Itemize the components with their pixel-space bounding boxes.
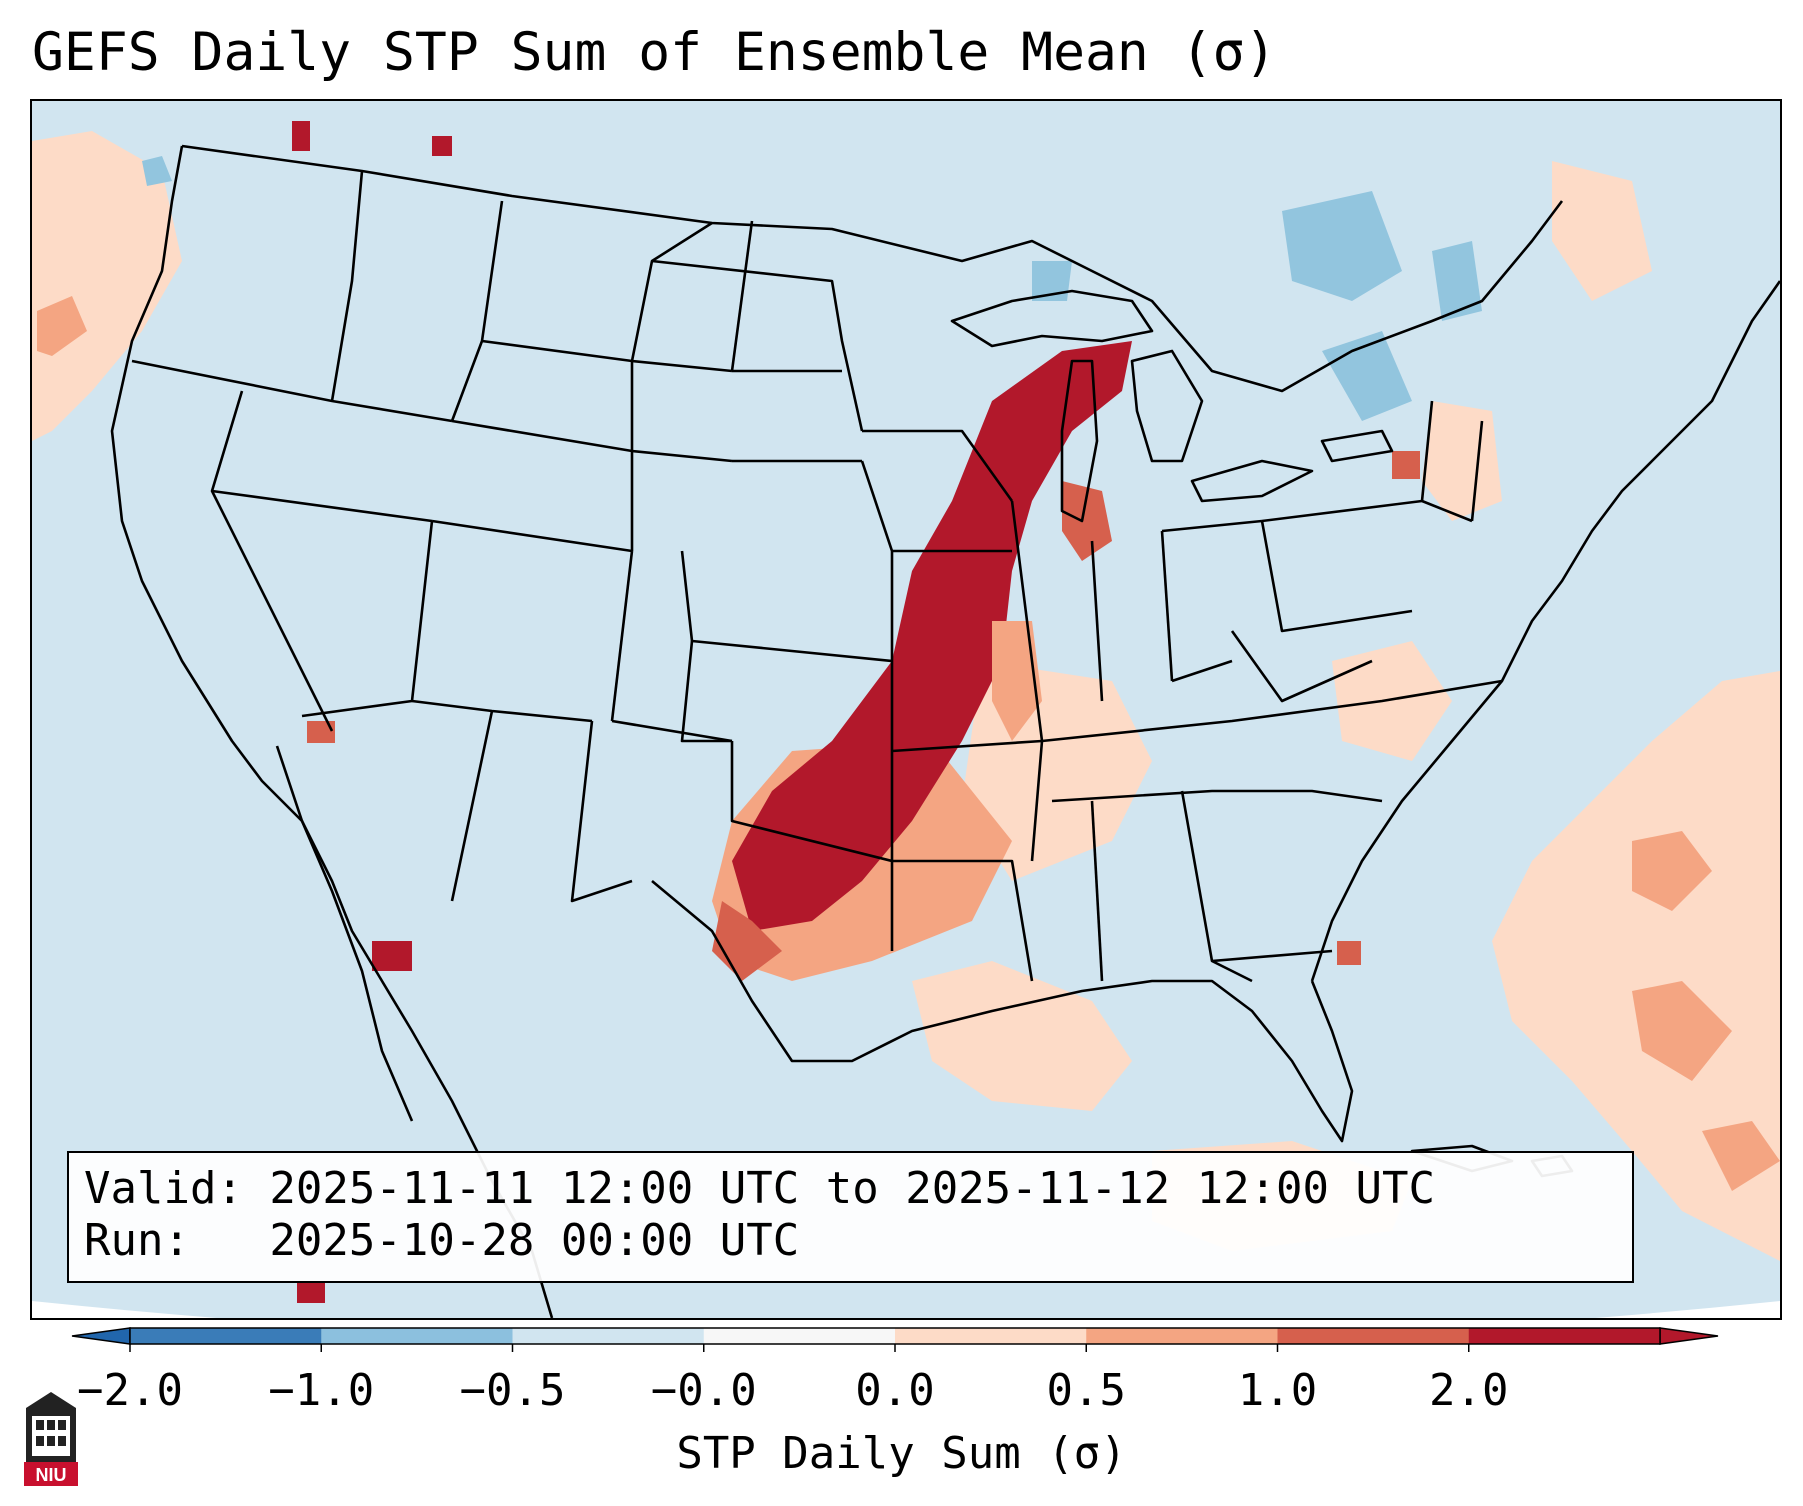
weak-negative-region (142, 156, 172, 186)
logo: NIU (20, 1390, 82, 1494)
state-line (1010, 500, 1044, 742)
colorbar-tick-label: −2.0 (77, 1365, 183, 1416)
run-time-line: Run: 2025-10-28 00:00 UTC (84, 1215, 800, 1266)
state-line (1090, 540, 1104, 702)
colorbar-tick-label: −0.5 (459, 1365, 566, 1416)
state-line (1161, 519, 1263, 533)
logo-text: NIU (36, 1465, 67, 1485)
weak-negative-region (1032, 261, 1072, 301)
lake-erie (1190, 459, 1314, 503)
info-box: Valid: 2025-11-11 12:00 UTC to 2025-11-1… (67, 1151, 1634, 1283)
strong-positive-cell (292, 121, 310, 151)
weak-negative-region (1432, 241, 1482, 321)
colorbar-under-arrow (71, 1327, 131, 1345)
state-line (1211, 949, 1333, 963)
boundaries (110, 144, 1780, 1318)
weak-positive-region (1552, 161, 1652, 301)
strong-positive-cell (297, 1281, 325, 1303)
state-line (892, 859, 1034, 982)
state-line (1041, 679, 1503, 743)
lake-superior (950, 289, 1154, 348)
lake-huron (1130, 349, 1204, 463)
colorbar (71, 1327, 1719, 1352)
state-line (1171, 659, 1233, 683)
moderate-positive-region (37, 296, 87, 356)
valid-time-line: Valid: 2025-11-11 12:00 UTC to 2025-11-1… (84, 1163, 1436, 1214)
state-line (1051, 789, 1383, 803)
state-line (651, 259, 864, 432)
colorbar-bin (895, 1328, 1087, 1344)
colorbar-label: STP Daily Sum (σ) (676, 1428, 1127, 1479)
state-line (730, 220, 754, 372)
colorbar-bin (512, 1328, 705, 1344)
state-line (891, 739, 1043, 753)
state-line (1230, 630, 1373, 703)
weak-positive-region (32, 131, 182, 441)
us-canada-border (181, 144, 1564, 393)
colorbar-tick-label: 2.0 (1429, 1365, 1509, 1416)
west-coastline (110, 145, 554, 1318)
moderate-positive-region (1702, 1121, 1780, 1191)
positive-cell (1392, 451, 1420, 479)
east-coastline (1310, 280, 1780, 982)
strong-positive-cell (372, 941, 412, 971)
weak-negative-region (1282, 191, 1402, 301)
colorbar-tick-label: 0.0 (855, 1365, 935, 1416)
state-line (680, 640, 732, 743)
state-line (1470, 420, 1484, 522)
state-line (570, 720, 633, 903)
stp-anomaly-field (32, 121, 1780, 1303)
lake-michigan (1060, 359, 1099, 523)
colorbar-bin (130, 1328, 322, 1344)
state-line (211, 489, 433, 523)
weak-positive-region (912, 961, 1132, 1111)
positive-cell (307, 721, 335, 743)
weak-negative-region (1322, 331, 1412, 421)
state-line (330, 170, 364, 402)
state-line (1090, 800, 1104, 982)
strong-positive-region (732, 341, 1132, 931)
weak-positive-region (1492, 671, 1780, 1261)
colorbar-bin (1468, 1328, 1661, 1344)
state-line (730, 741, 893, 863)
map-panel (30, 99, 1782, 1320)
lake-ontario (1320, 429, 1394, 463)
colorbar-tick-label: −1.0 (268, 1365, 375, 1416)
positive-region (1062, 481, 1112, 561)
colorbar-bin (1277, 1328, 1470, 1344)
moderate-positive-region (1632, 831, 1712, 911)
state-line (1420, 400, 1434, 502)
state-line (1030, 740, 1044, 862)
colorbar-tick-label: 0.5 (1046, 1365, 1126, 1416)
baja-coastline (275, 745, 414, 1122)
colorbar-tick-label: 1.0 (1237, 1365, 1318, 1416)
state-line (610, 550, 634, 722)
colorbar-over-arrow (1659, 1327, 1719, 1345)
strong-positive-cell (432, 136, 452, 156)
colorbar-bin (1086, 1328, 1278, 1344)
state-line (1260, 520, 1413, 633)
positive-cell (1337, 941, 1361, 965)
colorbar-bin (321, 1328, 513, 1344)
gulf-coastline (651, 880, 1354, 1143)
weak-positive-region (1332, 641, 1452, 761)
niu-tower-icon: NIU (24, 1392, 78, 1486)
state-line (431, 519, 633, 553)
stp-map (32, 101, 1780, 1318)
page-title: GEFS Daily STP Sum of Ensemble Mean (σ) (32, 22, 1277, 83)
state-line (450, 710, 494, 902)
state-line (611, 719, 733, 743)
colorbar-bin (703, 1328, 896, 1344)
state-line (1160, 530, 1174, 682)
colorbar-tick-label: −0.0 (650, 1365, 757, 1416)
state-line (862, 429, 1014, 502)
moderate-positive-region (1632, 981, 1732, 1081)
